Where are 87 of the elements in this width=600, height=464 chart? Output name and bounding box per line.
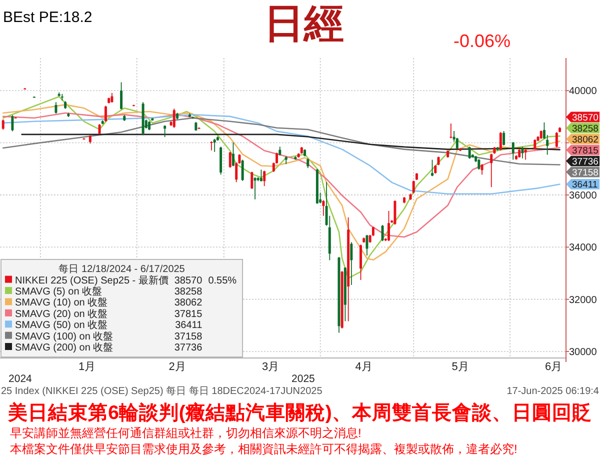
data-label: 37815	[572, 145, 598, 156]
legend-label: SMAVG (100) on 收盤	[15, 330, 114, 342]
text: 2025	[292, 373, 316, 385]
text: 38062	[174, 298, 202, 309]
candlestick	[210, 140, 213, 151]
data-label: 38258	[572, 123, 598, 134]
candlestick	[499, 132, 502, 152]
candlestick	[306, 158, 310, 169]
candlestick	[254, 176, 256, 200]
candlestick	[228, 151, 232, 168]
candlestick	[394, 200, 396, 226]
candlestick	[360, 244, 362, 280]
candlestick	[412, 180, 415, 194]
x-tick-label: 1月	[78, 361, 96, 373]
candlestick	[241, 159, 244, 182]
candlestick	[502, 130, 506, 146]
candlestick	[260, 169, 262, 182]
text: 38258	[174, 286, 202, 298]
legend-label: SMAVG (20) on 收盤	[15, 308, 108, 320]
x-tick-label: 3月	[262, 361, 280, 373]
chart-title: 日經	[264, 2, 344, 46]
text: 25 Index (NIKKEI 225 (OSE) Sep25) 每日 每日 18DEC2024-17JUN2025	[1, 385, 323, 397]
candlestick	[11, 114, 14, 132]
text: 美日結束第6輪談判(癥結點汽車關稅)、本周雙首長會談、日圓回貶	[7, 401, 592, 424]
candlestick	[387, 210, 390, 242]
text: 早安講師並無經營任何通信群組或社群，切勿相信來源不明之消息!	[10, 426, 362, 440]
candlestick	[172, 108, 176, 128]
text: 2024	[8, 373, 32, 385]
text: 37736	[174, 342, 202, 354]
y-tick-label: 30000	[569, 346, 598, 358]
data-label: 37158	[572, 167, 598, 178]
candlestick	[232, 142, 234, 167]
candlestick	[120, 82, 123, 110]
candlestick	[521, 146, 524, 159]
candlestick	[350, 242, 353, 286]
candlestick	[263, 170, 266, 187]
candlestick	[381, 224, 384, 242]
candlestick	[2, 118, 4, 130]
legend-label: SMAVG (10) on 收盤	[15, 296, 108, 309]
data-label: 37736	[572, 156, 598, 168]
line-series	[2, 114, 560, 195]
legend-label: SMAVG (200) on 收盤	[15, 342, 114, 354]
candlestick	[54, 102, 58, 114]
text: 38570	[572, 112, 598, 124]
annotation: 0.55%	[208, 275, 237, 286]
candlestick	[213, 138, 216, 152]
line-series	[21, 134, 560, 150]
y-tick-label: 32000	[569, 294, 598, 306]
text: -0.06%	[453, 31, 511, 51]
text: 38570	[174, 275, 202, 286]
candlestick	[98, 124, 101, 135]
candlestick	[555, 132, 558, 148]
candlestick	[524, 148, 527, 160]
x-tick-label: 5月	[452, 361, 469, 373]
candlestick	[490, 153, 493, 188]
candlestick	[478, 158, 480, 170]
x-tick-label: 2月	[168, 361, 186, 373]
text: BEst PE:18.2	[3, 9, 92, 26]
candlestick	[104, 105, 107, 122]
text: 37158	[174, 331, 202, 342]
legend-title: 每日 12/18/2024 - 6/17/2025	[58, 263, 186, 276]
line-series	[2, 117, 560, 166]
candlestick	[431, 159, 434, 177]
candlestick	[148, 120, 151, 131]
legend-label: SMAVG (50) on 收盤	[15, 319, 108, 332]
candlestick	[468, 146, 471, 160]
x-tick-label: 6月	[544, 361, 562, 373]
candlestick	[322, 200, 325, 216]
text: 37815	[174, 308, 202, 320]
candlestick	[110, 92, 114, 104]
text: 17-Jun-2025 06:19:4	[506, 386, 600, 397]
candlestick	[366, 234, 368, 256]
data-label: 36411	[572, 180, 598, 191]
data-label: 38062	[572, 134, 598, 146]
text: 本檔案文件僅供早安節目需求使用及參考，相關資訊未經許可不得揭露、複製或散佈，違者必究!	[10, 442, 518, 456]
text: 36411	[175, 320, 202, 332]
candlestick	[480, 164, 484, 176]
legend-label: NIKKEI 225 (OSE) Sep25 - 最新價	[15, 274, 168, 286]
x-tick-label: 4月	[355, 361, 372, 373]
candlestick	[250, 171, 254, 190]
candlestick	[512, 142, 514, 160]
line-series	[2, 112, 560, 238]
y-tick-label: 34000	[569, 242, 598, 254]
y-tick-label: 36000	[569, 190, 598, 202]
y-tick-label: 40000	[569, 86, 598, 98]
legend-label: SMAVG (5) on 收盤	[15, 286, 102, 298]
candlestick	[534, 138, 536, 150]
